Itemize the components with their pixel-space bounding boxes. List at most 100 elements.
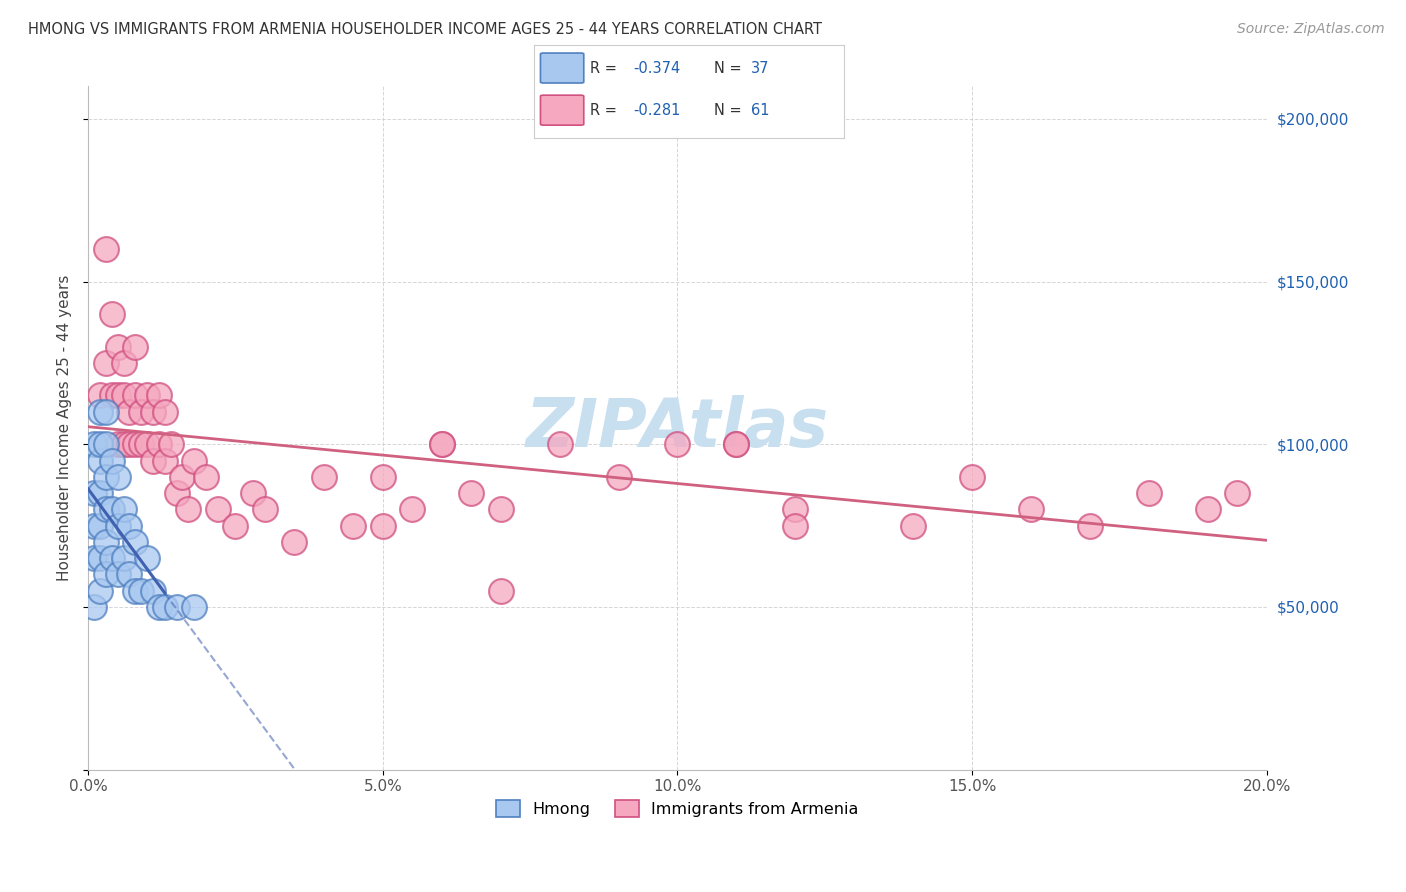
Point: [283, 534, 305, 549]
Point: [371, 470, 394, 484]
Point: [94, 405, 117, 419]
Point: [89, 388, 111, 402]
Point: [183, 599, 205, 614]
Point: [460, 486, 482, 500]
Point: [94, 567, 117, 582]
Point: [785, 518, 807, 533]
Point: [785, 502, 807, 516]
Point: [83, 599, 105, 614]
Point: [107, 388, 129, 402]
Point: [112, 356, 135, 370]
Point: [124, 340, 146, 354]
Point: [83, 437, 105, 451]
Point: [124, 534, 146, 549]
Point: [83, 486, 105, 500]
Point: [371, 518, 394, 533]
Point: [153, 405, 176, 419]
Point: [489, 502, 512, 516]
Point: [159, 437, 181, 451]
Point: [901, 518, 924, 533]
Point: [100, 453, 122, 467]
Point: [136, 388, 159, 402]
Point: [89, 486, 111, 500]
Point: [136, 551, 159, 566]
Point: [312, 470, 335, 484]
Point: [118, 518, 141, 533]
Point: [172, 470, 194, 484]
Point: [142, 453, 165, 467]
Point: [1226, 486, 1249, 500]
Point: [89, 405, 111, 419]
Point: [1197, 502, 1219, 516]
Point: [166, 486, 188, 500]
FancyBboxPatch shape: [540, 53, 583, 83]
Point: [148, 388, 170, 402]
Point: [489, 583, 512, 598]
Point: [401, 502, 423, 516]
Point: [725, 437, 748, 451]
Point: [107, 437, 129, 451]
Point: [89, 518, 111, 533]
Point: [89, 453, 111, 467]
Point: [124, 583, 146, 598]
Point: [100, 307, 122, 321]
Point: [100, 502, 122, 516]
Point: [253, 502, 276, 516]
Point: [548, 437, 571, 451]
Point: [142, 405, 165, 419]
Text: ZIPAtlas: ZIPAtlas: [526, 395, 830, 461]
Point: [607, 470, 630, 484]
Point: [124, 437, 146, 451]
Point: [430, 437, 453, 451]
Text: -0.281: -0.281: [633, 103, 681, 118]
Point: [342, 518, 364, 533]
Point: [107, 518, 129, 533]
Text: N =: N =: [714, 103, 747, 118]
FancyBboxPatch shape: [540, 95, 583, 125]
Point: [177, 502, 200, 516]
Text: R =: R =: [591, 103, 621, 118]
Point: [129, 405, 152, 419]
Point: [960, 470, 983, 484]
Point: [129, 583, 152, 598]
Point: [100, 551, 122, 566]
Point: [118, 437, 141, 451]
Point: [107, 470, 129, 484]
Text: -0.374: -0.374: [633, 61, 681, 76]
Point: [89, 551, 111, 566]
Point: [136, 437, 159, 451]
Point: [112, 388, 135, 402]
Point: [124, 388, 146, 402]
Point: [195, 470, 218, 484]
Point: [94, 470, 117, 484]
Text: HMONG VS IMMIGRANTS FROM ARMENIA HOUSEHOLDER INCOME AGES 25 - 44 YEARS CORRELATI: HMONG VS IMMIGRANTS FROM ARMENIA HOUSEHO…: [28, 22, 823, 37]
Point: [153, 453, 176, 467]
Point: [94, 534, 117, 549]
Point: [107, 340, 129, 354]
Text: R =: R =: [591, 61, 621, 76]
Point: [100, 388, 122, 402]
Point: [1078, 518, 1101, 533]
Text: N =: N =: [714, 61, 747, 76]
Point: [430, 437, 453, 451]
Point: [112, 551, 135, 566]
Text: Source: ZipAtlas.com: Source: ZipAtlas.com: [1237, 22, 1385, 37]
Point: [148, 437, 170, 451]
Point: [112, 502, 135, 516]
Point: [94, 502, 117, 516]
Point: [94, 437, 117, 451]
Point: [83, 551, 105, 566]
Point: [107, 567, 129, 582]
Point: [89, 583, 111, 598]
Point: [118, 567, 141, 582]
Point: [153, 599, 176, 614]
Point: [207, 502, 229, 516]
Point: [142, 583, 165, 598]
Point: [242, 486, 264, 500]
Point: [725, 437, 748, 451]
Point: [666, 437, 689, 451]
Point: [94, 356, 117, 370]
Point: [166, 599, 188, 614]
Point: [83, 518, 105, 533]
Point: [183, 453, 205, 467]
